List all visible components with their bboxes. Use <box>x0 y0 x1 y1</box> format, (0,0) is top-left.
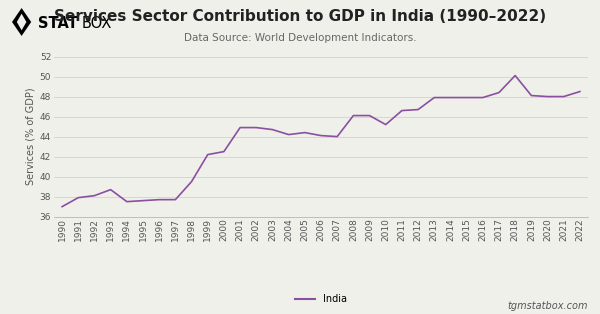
Polygon shape <box>12 8 31 36</box>
Legend: India: India <box>292 290 350 308</box>
Text: Data Source: World Development Indicators.: Data Source: World Development Indicator… <box>184 33 416 43</box>
Y-axis label: Services (% of GDP): Services (% of GDP) <box>26 88 35 185</box>
Polygon shape <box>17 14 26 30</box>
Text: STAT: STAT <box>38 16 78 31</box>
Text: Services Sector Contribution to GDP in India (1990–2022): Services Sector Contribution to GDP in I… <box>54 9 546 24</box>
Text: BOX: BOX <box>82 16 112 31</box>
Text: tgmstatbox.com: tgmstatbox.com <box>508 301 588 311</box>
